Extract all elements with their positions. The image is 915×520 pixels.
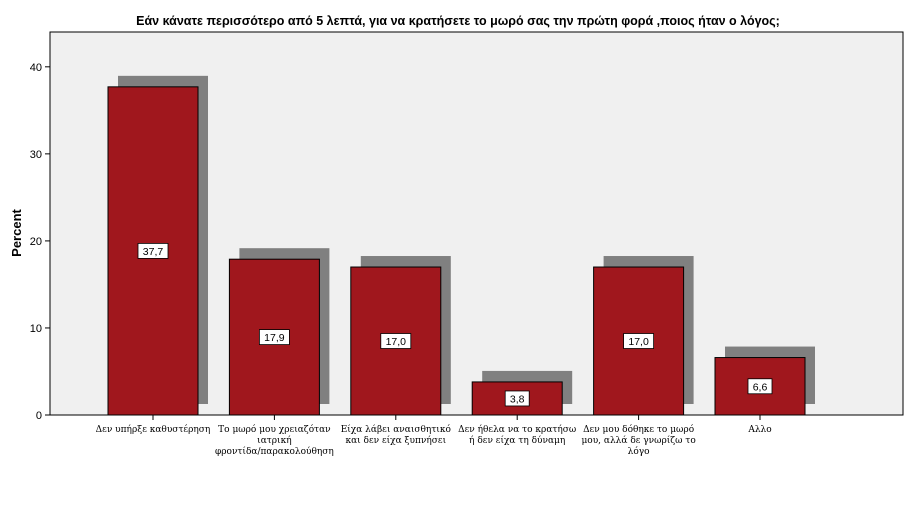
y-tick-label: 0 xyxy=(36,410,42,422)
x-tick-label-line: Δεν υπήρξε καθυστέρηση xyxy=(96,424,211,435)
x-tick-label-line: φροντίδα/παρακολούθηση xyxy=(215,446,334,457)
x-tick-label-line: ιατρική xyxy=(257,435,291,446)
data-label: 3,8 xyxy=(510,393,525,405)
data-label-box xyxy=(504,390,530,407)
x-tick-label-line: Το μωρό μου χρειαζόταν xyxy=(218,424,330,435)
x-tick-label-line: μου, αλλά δε γνωρίζω το xyxy=(581,435,695,446)
data-label-box xyxy=(258,329,290,345)
chart-title: Εάν κάνατε περισσότερο από 5 λεπτά, για … xyxy=(136,14,780,28)
y-tick-label: 40 xyxy=(30,62,42,74)
y-tick-label: 30 xyxy=(30,149,42,161)
data-label: 17,0 xyxy=(628,336,649,348)
x-tick-label-line: Δεν ήθελα να το κρατήσω xyxy=(458,424,576,435)
bars xyxy=(107,86,806,416)
data-label-box xyxy=(747,378,773,395)
x-tick-label-line: Αλλο xyxy=(747,425,771,435)
data-label-box xyxy=(137,243,169,259)
y-tick-label: 20 xyxy=(30,236,42,248)
x-tick-label: Αλλο xyxy=(747,425,771,435)
x-tick-label: Δεν μου δόθηκε το μωρό μου, αλλά δε γνωρί… xyxy=(581,424,695,457)
x-tick-label-line: Είχα λάβει αναισθητικό xyxy=(341,424,451,435)
y-tick-label: 10 xyxy=(30,323,42,335)
x-axis: Δεν υπήρξε καθυστέρηση Το μωρό μου χρειαζ… xyxy=(96,415,772,457)
y-axis-label: Percent xyxy=(9,208,24,256)
data-label-box xyxy=(380,333,412,349)
x-tick-label-line: λόγο xyxy=(628,446,650,457)
x-tick-label: Δεν υπήρξε καθυστέρηση xyxy=(96,424,211,435)
x-tick-label-line: ή δεν είχα τη δύναμη xyxy=(469,435,565,446)
data-labels: 37,7 17,9 17,0 3,8 17,0 6,6 xyxy=(137,243,773,407)
x-tick-label: Δεν ήθελα να το κρατήσω ή δεν είχα τη δύν… xyxy=(458,424,576,446)
data-label: 17,0 xyxy=(386,336,407,348)
data-label: 6,6 xyxy=(753,381,768,393)
data-label: 17,9 xyxy=(264,332,285,344)
x-tick-label: Είχα λάβει αναισθητικό και δεν είχα ξυπνή… xyxy=(341,424,451,446)
x-tick-label: Το μωρό μου χρειαζόταν ιατρική φροντίδα/πα… xyxy=(215,424,334,457)
y-axis: 0 10 20 30 40 xyxy=(30,62,50,422)
x-tick-label-line: και δεν είχα ξυπνήσει xyxy=(345,435,446,446)
x-tick-label-line: Δεν μου δόθηκε το μωρό xyxy=(583,424,694,435)
data-label-box xyxy=(623,333,654,349)
data-label: 37,7 xyxy=(143,246,164,258)
